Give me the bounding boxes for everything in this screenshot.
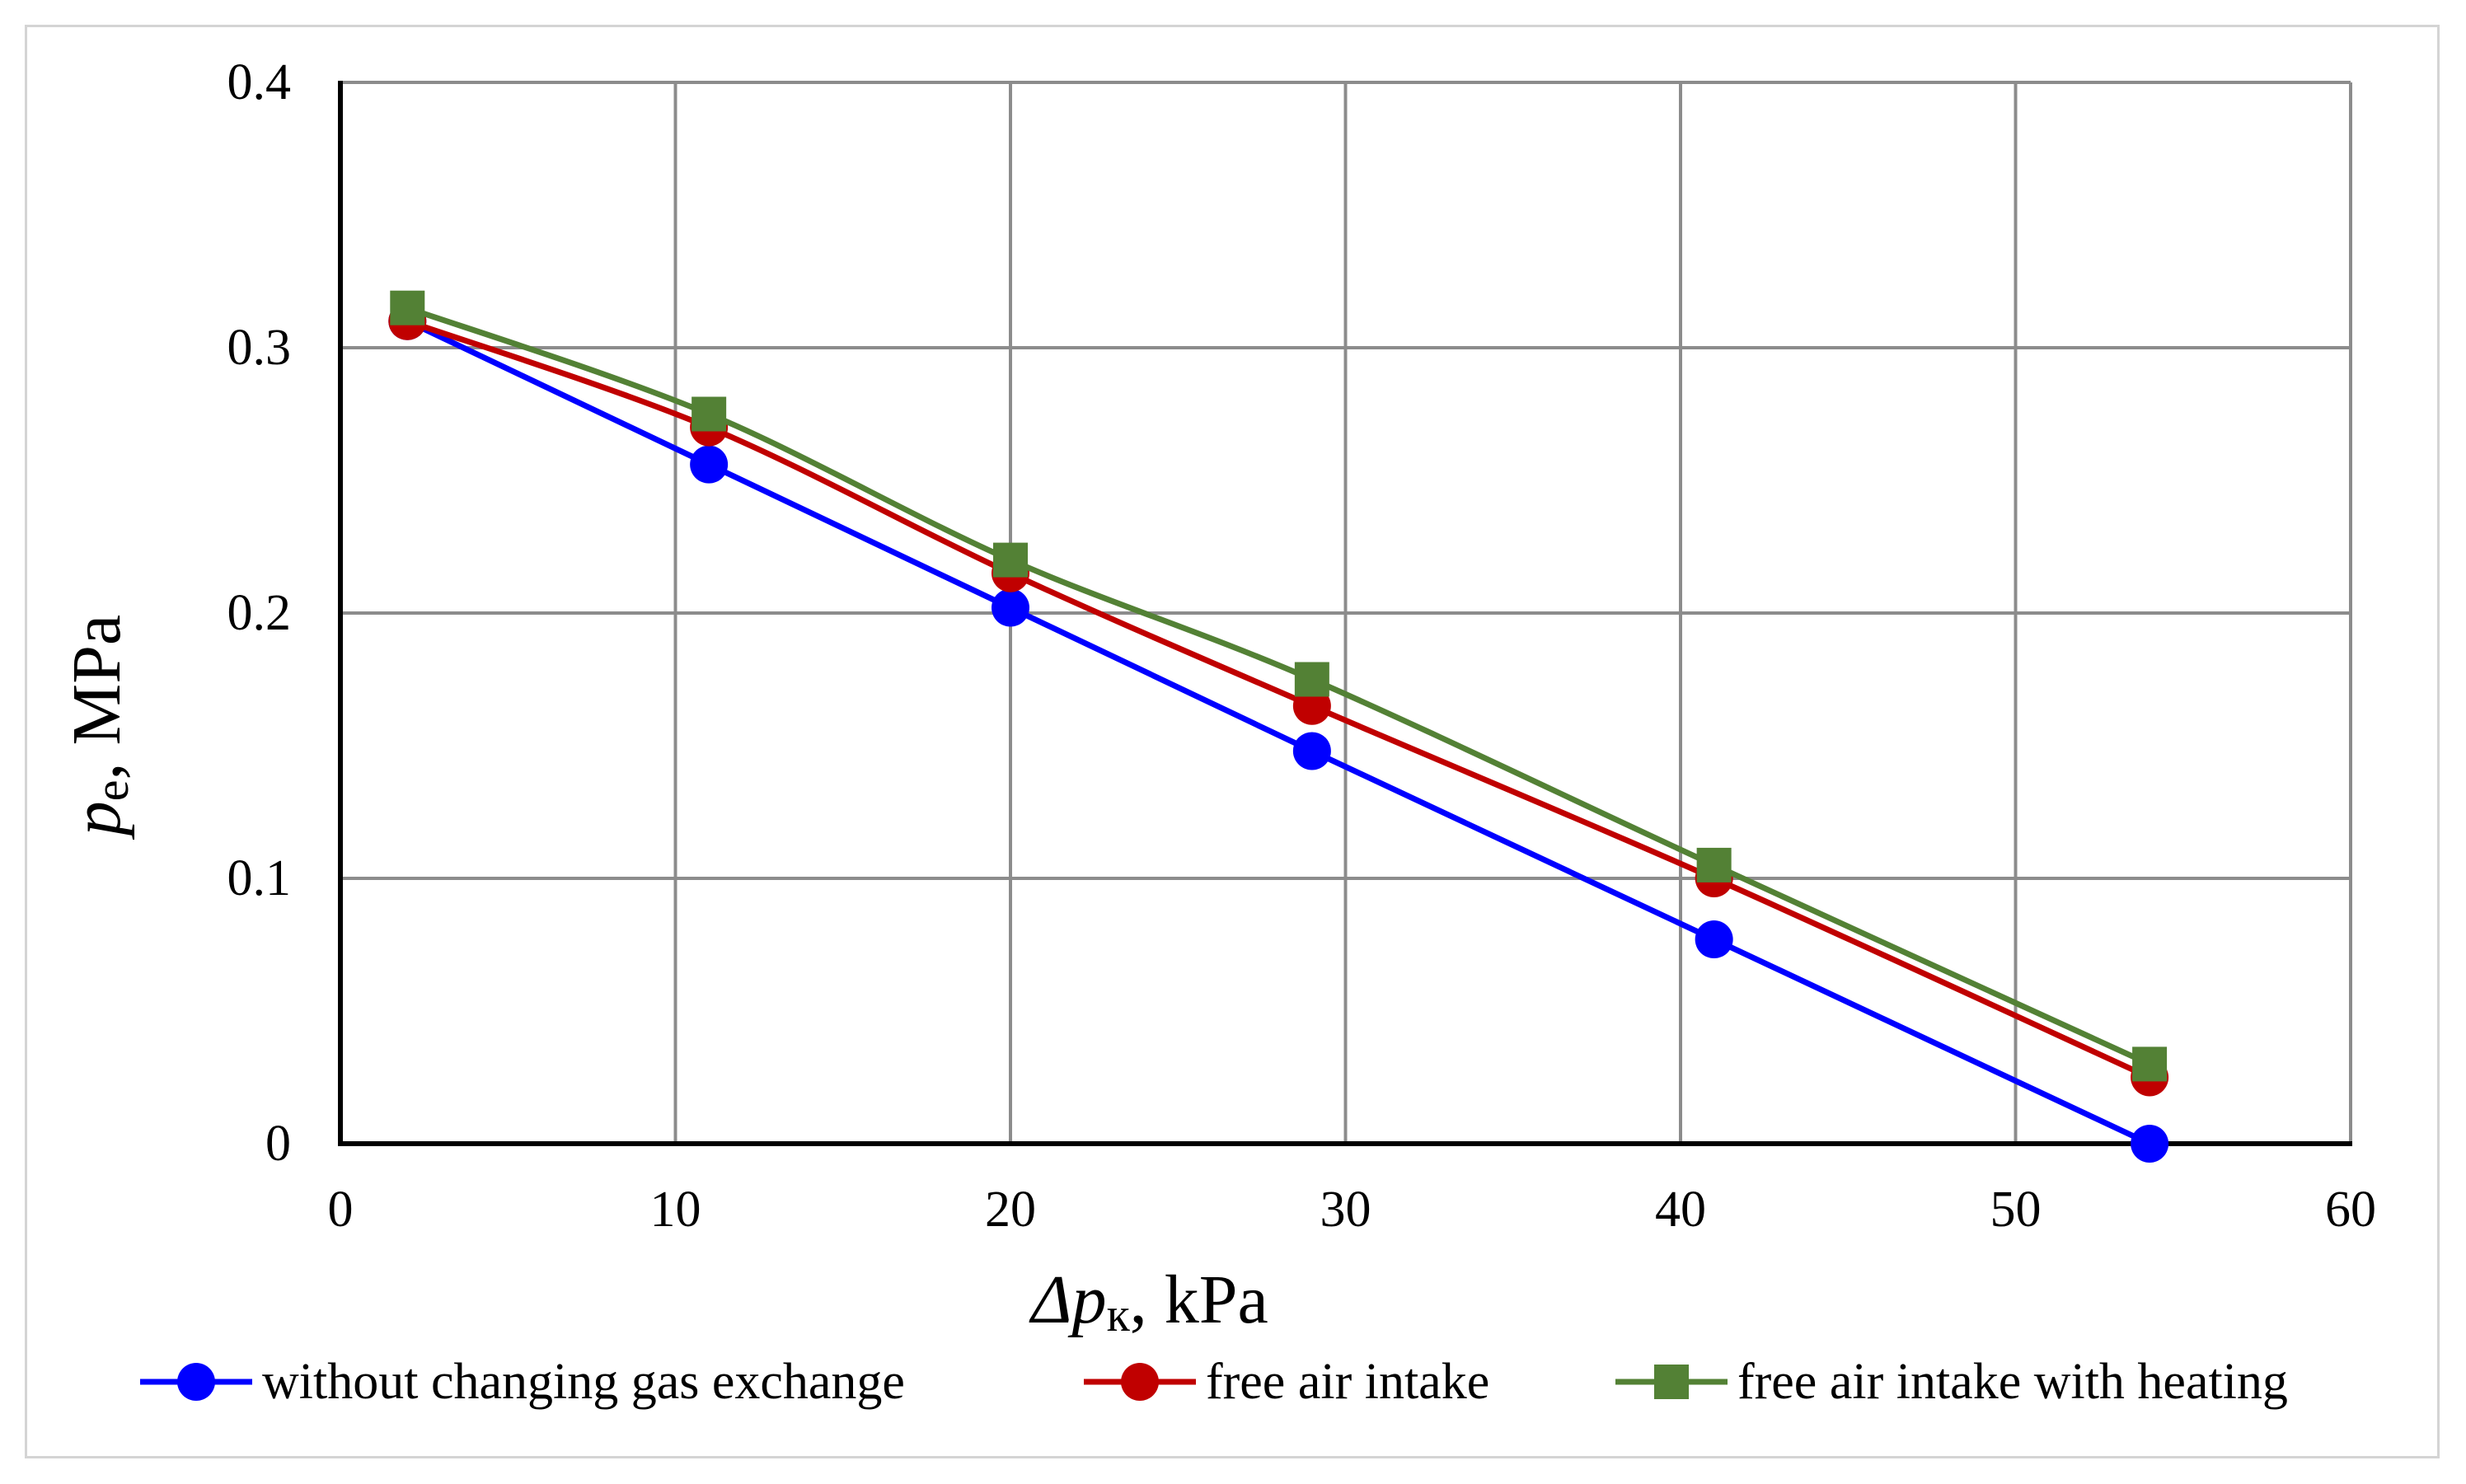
series-3	[390, 290, 2168, 1082]
series-line-2	[406, 318, 2151, 1080]
x-tick-label-0: 0	[328, 1182, 354, 1238]
y-axis-title: pe, MPa	[59, 615, 138, 840]
tick-labels: 0 10 20 30 40 50 60 0 0.1 0.2 0.3 0.4	[227, 54, 2377, 1238]
series-line-1	[406, 318, 2151, 1147]
y-tick-label-0: 0	[265, 1116, 291, 1172]
grid	[340, 81, 2352, 1144]
x-tick-label-40: 40	[1655, 1182, 1706, 1238]
y-tick-label-0.4: 0.4	[227, 54, 292, 110]
legend-label-3: free air intake with heating	[1737, 1354, 2288, 1410]
point-s1-3	[1292, 732, 1331, 770]
point-s1-2	[992, 588, 1029, 627]
x-tick-label-20: 20	[985, 1182, 1036, 1238]
chart-frame	[25, 25, 2440, 1458]
axes	[338, 81, 2352, 1146]
legend-marker-3	[1654, 1365, 1689, 1399]
legend-marker-1	[177, 1363, 215, 1401]
point-s3-5	[2132, 1046, 2168, 1082]
series-group	[388, 290, 2169, 1163]
point-s3-3	[1294, 662, 1329, 697]
point-s1-5	[2131, 1125, 2169, 1163]
legend-item-2: free air intake	[1084, 1354, 1489, 1410]
x-tick-label-30: 30	[1320, 1182, 1371, 1238]
legend-label-1: without changing gas exchange	[262, 1354, 905, 1410]
series-1	[388, 302, 2169, 1163]
point-s1-1	[690, 445, 729, 484]
point-s3-2	[993, 542, 1028, 578]
x-tick-label-50: 50	[1990, 1182, 2042, 1238]
point-s3-4	[1696, 847, 1732, 882]
x-tick-label-10: 10	[650, 1182, 701, 1238]
legend-item-1: without changing gas exchange	[140, 1354, 905, 1410]
series-line-3	[406, 305, 2151, 1067]
y-tick-label-0.1: 0.1	[227, 850, 292, 906]
point-s1-4	[1695, 920, 1733, 959]
series-2	[388, 302, 2169, 1097]
point-s3-0	[390, 290, 425, 325]
legend-marker-2	[1121, 1363, 1159, 1401]
legend: without changing gas exchange free air in…	[140, 1354, 2288, 1410]
y-tick-label-0.2: 0.2	[227, 585, 292, 641]
legend-item-3: free air intake with heating	[1615, 1354, 2288, 1410]
point-s3-1	[692, 396, 727, 432]
x-axis-title: Δpк, kPa	[1029, 1262, 1268, 1341]
y-tick-label-0.3: 0.3	[227, 320, 292, 376]
x-tick-label-60: 60	[2325, 1182, 2376, 1238]
legend-label-2: free air intake	[1206, 1354, 1489, 1410]
